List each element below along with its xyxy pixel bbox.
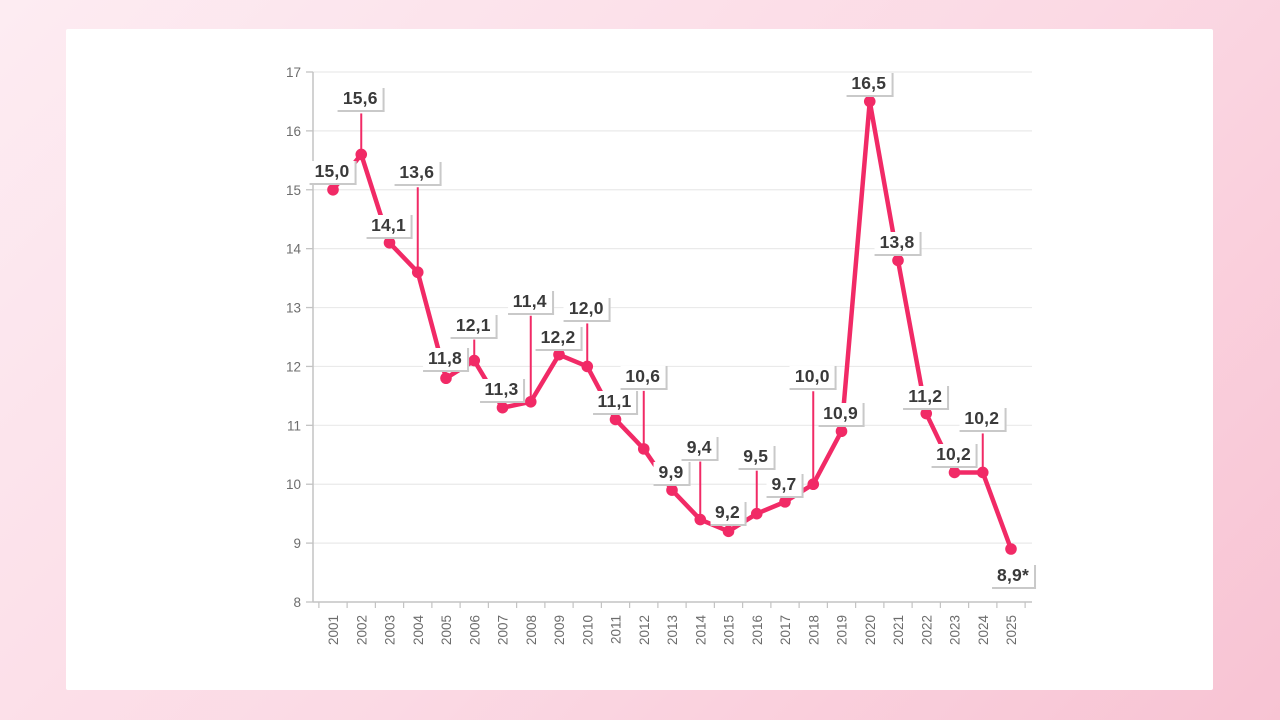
x-tick-label-2009: 2009 <box>552 615 567 645</box>
x-tick-label-2010: 2010 <box>580 615 595 645</box>
y-tick-label: 17 <box>286 65 301 80</box>
x-tick-label-2012: 2012 <box>637 615 652 645</box>
data-point-2009 <box>553 348 565 361</box>
data-point-2017 <box>779 496 791 508</box>
data-point-2021 <box>892 254 904 267</box>
data-point-2006 <box>468 354 481 367</box>
x-tick-label-2001: 2001 <box>326 615 341 645</box>
y-tick-label: 10 <box>286 477 301 492</box>
data-point-2023 <box>948 466 961 479</box>
x-tick-label-2023: 2023 <box>948 615 963 645</box>
data-point-2018 <box>807 478 820 491</box>
y-tick-label: 8 <box>293 595 301 610</box>
data-point-2020 <box>863 95 876 108</box>
data-point-2012 <box>637 443 650 455</box>
y-tick-label: 14 <box>286 242 302 257</box>
x-tick-label-2003: 2003 <box>383 615 398 645</box>
x-tick-label-2013: 2013 <box>665 615 680 645</box>
data-point-2016 <box>750 507 763 520</box>
data-point-2007 <box>496 401 509 414</box>
x-tick-label-2002: 2002 <box>354 615 369 645</box>
x-tick-label-2016: 2016 <box>750 615 765 645</box>
data-point-2001 <box>327 183 339 196</box>
y-tick-label: 16 <box>286 124 301 139</box>
x-tick-label-2006: 2006 <box>467 615 482 645</box>
x-tick-label-2021: 2021 <box>891 615 906 645</box>
x-tick-label-2004: 2004 <box>411 615 426 646</box>
y-tick-label: 15 <box>286 183 301 198</box>
y-tick-label: 13 <box>286 301 301 316</box>
x-tick-label-2022: 2022 <box>919 615 934 645</box>
x-tick-label-2011: 2011 <box>609 615 624 644</box>
x-tick-label-2015: 2015 <box>722 615 737 645</box>
x-tick-label-2019: 2019 <box>835 615 850 645</box>
x-tick-label-2025: 2025 <box>1004 615 1019 645</box>
data-point-2022 <box>920 407 933 420</box>
x-tick-label-2007: 2007 <box>496 615 511 645</box>
x-tick-label-2017: 2017 <box>778 615 793 645</box>
x-tick-label-2008: 2008 <box>524 615 539 645</box>
x-tick-label-2014: 2014 <box>693 615 708 646</box>
x-tick-label-2018: 2018 <box>806 615 821 645</box>
data-point-2010 <box>581 360 594 373</box>
trend-line <box>330 99 1014 552</box>
data-point-2004 <box>411 266 424 279</box>
data-point-2014 <box>694 513 707 526</box>
x-tick-label-2020: 2020 <box>863 615 878 645</box>
data-point-2013 <box>666 484 678 496</box>
data-point-2008 <box>524 395 537 408</box>
x-tick-label-2005: 2005 <box>439 615 454 645</box>
data-point-2024 <box>976 466 989 479</box>
data-point-2005 <box>440 372 452 385</box>
data-point-2011 <box>609 413 622 426</box>
y-tick-label: 9 <box>293 536 301 551</box>
data-point-2003 <box>383 236 396 249</box>
data-point-2015 <box>722 525 735 538</box>
data-point-2025 <box>1005 543 1017 555</box>
data-point-2019 <box>835 425 848 438</box>
y-tick-label: 11 <box>287 418 301 433</box>
data-point-2002 <box>355 148 368 161</box>
x-tick-label-2024: 2024 <box>976 615 991 646</box>
y-tick-label: 12 <box>286 359 301 374</box>
